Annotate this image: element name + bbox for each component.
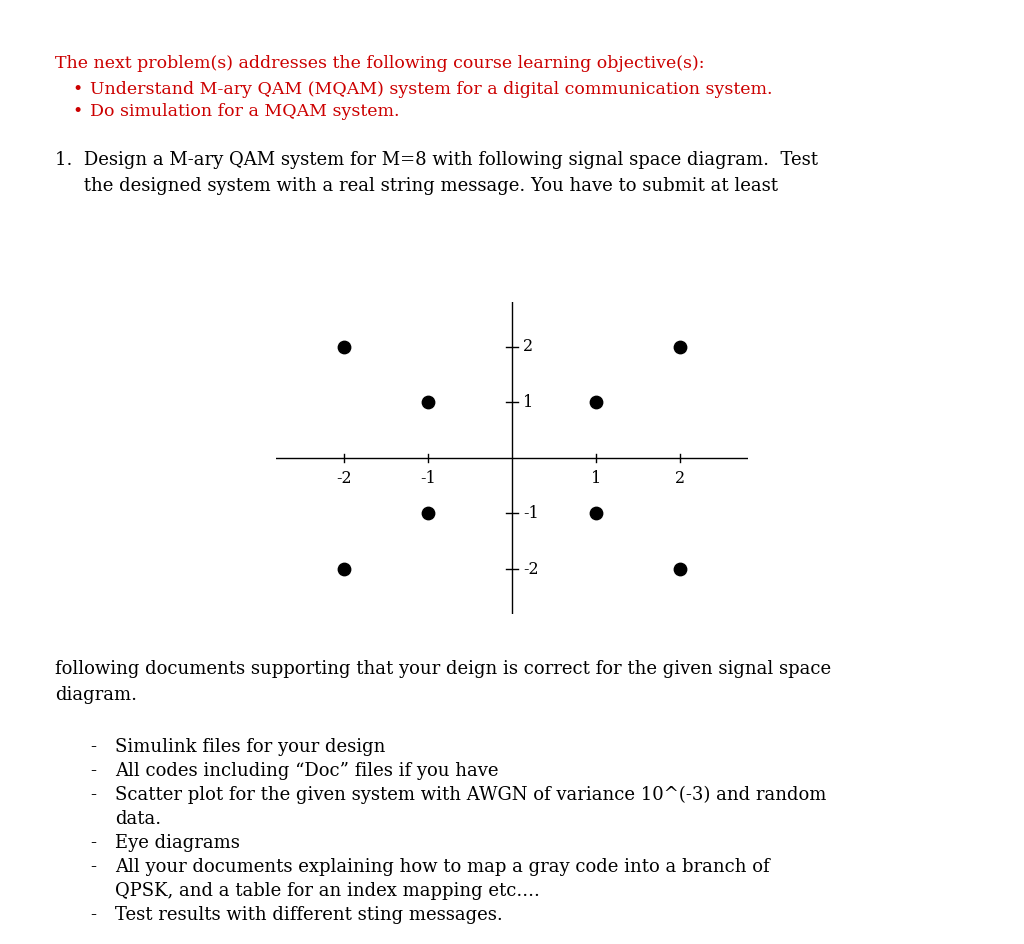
Point xyxy=(420,506,436,521)
Text: 1: 1 xyxy=(523,394,534,411)
Text: the designed system with a real string message. You have to submit at least: the designed system with a real string m… xyxy=(55,177,778,195)
Text: Eye diagrams: Eye diagrams xyxy=(115,834,240,852)
Text: Understand M-ary QAM (MQAM) system for a digital communication system.: Understand M-ary QAM (MQAM) system for a… xyxy=(90,81,772,98)
Text: -1: -1 xyxy=(523,505,539,522)
Point xyxy=(588,506,604,521)
Text: •: • xyxy=(72,103,82,120)
Point xyxy=(420,395,436,410)
Text: following documents supporting that your deign is correct for the given signal s: following documents supporting that your… xyxy=(55,660,831,678)
Point xyxy=(336,339,352,354)
Text: Simulink files for your design: Simulink files for your design xyxy=(115,738,385,756)
Text: -: - xyxy=(90,906,96,924)
Text: 2: 2 xyxy=(675,470,685,487)
Text: -: - xyxy=(90,762,96,780)
Text: Scatter plot for the given system with AWGN of variance 10^(-3) and random: Scatter plot for the given system with A… xyxy=(115,786,826,804)
Point xyxy=(588,395,604,410)
Point xyxy=(672,562,688,577)
Text: 1: 1 xyxy=(591,470,601,487)
Text: -: - xyxy=(90,858,96,876)
Text: -: - xyxy=(90,738,96,756)
Text: All codes including “Doc” files if you have: All codes including “Doc” files if you h… xyxy=(115,762,499,780)
Text: The next problem(s) addresses the following course learning objective(s):: The next problem(s) addresses the follow… xyxy=(55,55,705,72)
Text: QPSK, and a table for an index mapping etc....: QPSK, and a table for an index mapping e… xyxy=(115,882,540,900)
Point xyxy=(336,562,352,577)
Text: Test results with different sting messages.: Test results with different sting messag… xyxy=(115,906,503,924)
Text: •: • xyxy=(72,81,82,98)
Point xyxy=(672,339,688,354)
Text: data.: data. xyxy=(115,810,161,828)
Text: All your documents explaining how to map a gray code into a branch of: All your documents explaining how to map… xyxy=(115,858,770,876)
Text: 1.  Design a M-ary QAM system for M=8 with following signal space diagram.  Test: 1. Design a M-ary QAM system for M=8 wit… xyxy=(55,151,818,169)
Text: Do simulation for a MQAM system.: Do simulation for a MQAM system. xyxy=(90,103,399,120)
Text: -: - xyxy=(90,786,96,804)
Text: 2: 2 xyxy=(523,338,534,355)
Text: -2: -2 xyxy=(523,561,539,578)
Text: -1: -1 xyxy=(420,470,436,487)
Text: -2: -2 xyxy=(336,470,351,487)
Text: -: - xyxy=(90,834,96,852)
Text: diagram.: diagram. xyxy=(55,686,137,704)
